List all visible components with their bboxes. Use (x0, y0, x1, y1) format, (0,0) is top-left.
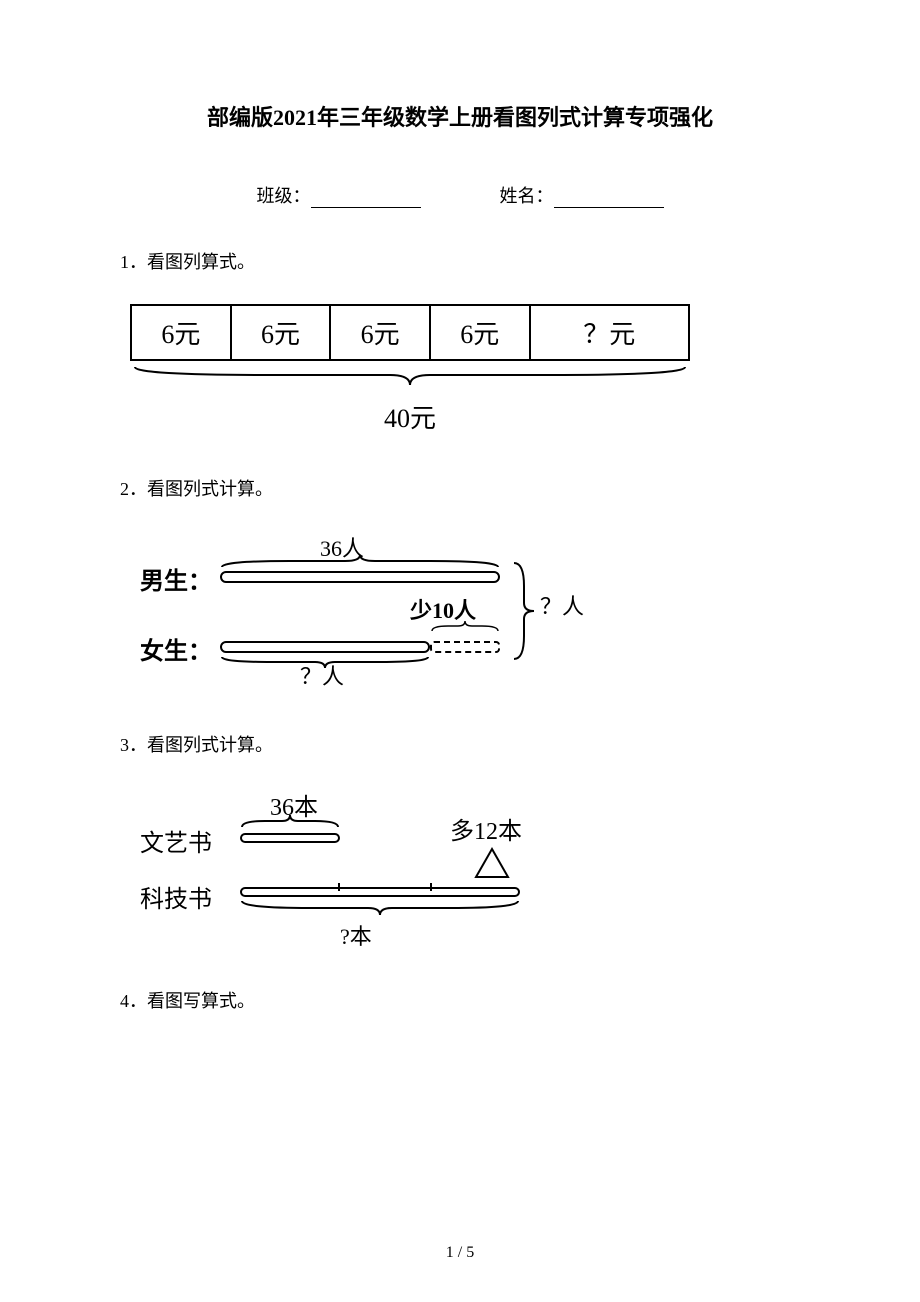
q3-sci-under-brace-icon (240, 899, 520, 917)
q1-cell: 6元 (131, 305, 231, 360)
q3-diagram: 文艺书 科技书 36本 多12本 ?本 (120, 787, 800, 947)
q3-art-bar (240, 833, 340, 843)
q2-boys-top-brace-icon (220, 555, 500, 569)
q2-total-question: ？人 (540, 589, 584, 621)
class-blank (311, 190, 421, 208)
q2-girls-bar (220, 641, 430, 653)
q2-heading: 2．看图列式计算。 (120, 475, 800, 501)
q3-sci-bar (240, 887, 520, 897)
class-label: 班级： (257, 186, 311, 206)
q1-cell: 6元 (430, 305, 530, 360)
q1-total: 40元 (130, 398, 690, 435)
q2-boys-label: 男生： (140, 561, 212, 596)
q2-girls-dotted (430, 641, 500, 653)
q3-more-text: 多12本 (450, 811, 522, 846)
q1-table: 6元 6元 6元 6元 ？元 (130, 304, 690, 361)
q1-cell: 6元 (231, 305, 331, 360)
q1-cell: ？元 (530, 305, 689, 360)
q3-art-brace-icon (240, 815, 340, 829)
blanks-row: 班级： 姓名： (120, 182, 800, 208)
q2-girls-question: ？人 (300, 659, 344, 691)
q4-heading: 4．看图写算式。 (120, 987, 800, 1013)
q2-boys-bar (220, 571, 500, 583)
q3-tick (430, 883, 432, 891)
q3-sci-label: 科技书 (140, 879, 212, 914)
q3-question: ?本 (340, 919, 372, 951)
q2-diagram: 男生： 女生： 36人 少10人 ？人 ？人 (120, 531, 800, 691)
page-indicator: 1 / 5 (0, 1244, 920, 1262)
q2-right-brace-icon (510, 561, 536, 661)
q1-diagram: 6元 6元 6元 6元 ？元 40元 (120, 304, 800, 435)
q2-girls-label: 女生： (140, 631, 212, 666)
q1-brace-icon (130, 365, 690, 389)
q2-less-brace-icon (430, 621, 500, 633)
q1-heading: 1．看图列算式。 (120, 248, 800, 274)
page-title: 部编版2021年三年级数学上册看图列式计算专项强化 (120, 100, 800, 132)
q3-art-label: 文艺书 (140, 823, 212, 858)
q3-triangle-icon (474, 847, 510, 879)
q3-heading: 3．看图列式计算。 (120, 731, 800, 757)
q3-tick (338, 883, 340, 891)
q1-cell: 6元 (330, 305, 430, 360)
name-label: 姓名： (500, 186, 554, 206)
name-blank (554, 190, 664, 208)
